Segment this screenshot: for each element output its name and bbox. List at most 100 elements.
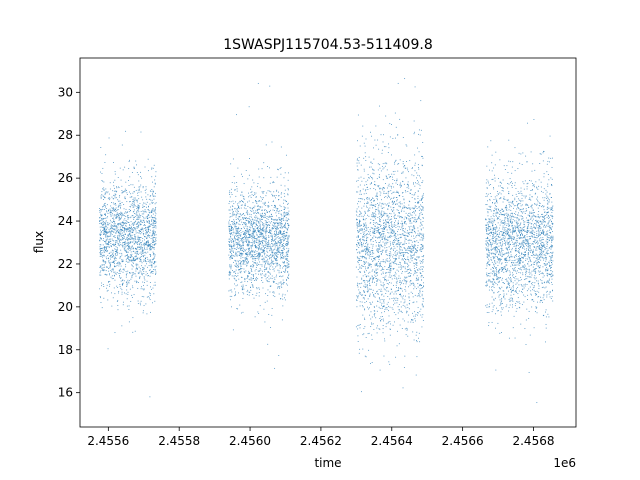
- data-point: [114, 208, 116, 210]
- data-point: [150, 245, 152, 247]
- data-point: [112, 268, 114, 270]
- data-point: [266, 246, 268, 248]
- data-point: [277, 240, 279, 242]
- data-point: [407, 247, 409, 249]
- data-point: [274, 296, 276, 298]
- data-point: [277, 256, 279, 258]
- data-point: [357, 335, 359, 337]
- data-point: [246, 252, 248, 254]
- data-point: [366, 284, 368, 285]
- data-point: [251, 237, 253, 239]
- data-point: [273, 256, 275, 258]
- data-point: [111, 208, 113, 210]
- data-point: [150, 265, 152, 266]
- data-point: [112, 297, 114, 299]
- data-point: [376, 264, 378, 266]
- data-point: [364, 261, 366, 263]
- data-point: [394, 302, 396, 304]
- data-point: [418, 217, 420, 219]
- data-point: [285, 267, 287, 269]
- data-point: [112, 278, 114, 279]
- data-point: [250, 222, 252, 224]
- data-point: [121, 254, 123, 256]
- data-point: [414, 193, 416, 195]
- data-point: [282, 219, 284, 221]
- data-point: [413, 246, 415, 248]
- data-point: [130, 193, 132, 195]
- data-point: [256, 251, 258, 253]
- data-point: [258, 241, 260, 243]
- data-point: [131, 236, 133, 238]
- data-point: [399, 226, 401, 228]
- data-point: [280, 173, 282, 175]
- data-point: [231, 247, 233, 249]
- data-point: [275, 276, 277, 278]
- data-point: [258, 236, 260, 238]
- data-point: [266, 241, 268, 243]
- data-point: [110, 205, 112, 207]
- data-point: [137, 239, 139, 241]
- data-point: [107, 236, 109, 238]
- data-point: [382, 168, 384, 170]
- data-point: [275, 233, 277, 235]
- data-point: [121, 238, 123, 240]
- data-point: [255, 222, 257, 224]
- data-point: [402, 163, 404, 165]
- data-point: [380, 261, 382, 263]
- data-point: [390, 248, 392, 250]
- data-point: [154, 255, 156, 257]
- data-point: [403, 218, 405, 220]
- data-point: [230, 256, 232, 258]
- data-point: [364, 224, 366, 226]
- data-point: [282, 235, 283, 237]
- data-point: [242, 237, 243, 239]
- data-point: [401, 310, 402, 312]
- data-point: [135, 264, 137, 266]
- data-point: [396, 263, 398, 265]
- data-point: [271, 216, 273, 218]
- data-point: [115, 255, 117, 256]
- data-point: [400, 293, 401, 295]
- data-point: [249, 195, 251, 197]
- data-point: [362, 280, 364, 282]
- data-point: [103, 204, 105, 206]
- data-point: [257, 254, 259, 256]
- data-point: [412, 257, 414, 258]
- data-point: [408, 260, 410, 262]
- data-point: [366, 247, 368, 249]
- data-point: [120, 230, 122, 232]
- data-point: [122, 246, 124, 248]
- data-point: [387, 301, 389, 303]
- data-point: [374, 296, 376, 298]
- data-point: [122, 279, 124, 281]
- data-point: [145, 203, 147, 205]
- data-point: [407, 263, 408, 265]
- data-point: [126, 192, 128, 194]
- data-point: [155, 240, 157, 242]
- data-point: [232, 223, 234, 225]
- data-point: [103, 261, 105, 263]
- data-point: [139, 237, 140, 239]
- data-point: [285, 237, 287, 239]
- data-point: [129, 176, 131, 178]
- data-point: [376, 227, 378, 229]
- data-point: [257, 257, 259, 259]
- data-point: [105, 243, 107, 245]
- data-point: [279, 267, 281, 269]
- data-point: [229, 200, 230, 202]
- data-point: [266, 230, 268, 232]
- data-point: [120, 249, 122, 251]
- data-point: [133, 250, 135, 252]
- data-point: [127, 248, 129, 249]
- data-point: [149, 246, 151, 248]
- data-point: [385, 223, 387, 225]
- data-point: [242, 259, 244, 261]
- data-point: [278, 231, 279, 233]
- data-point: [105, 205, 107, 207]
- data-point: [136, 257, 138, 259]
- data-point: [99, 255, 101, 257]
- data-point: [128, 211, 130, 213]
- data-point: [108, 253, 110, 254]
- data-point: [384, 278, 385, 280]
- data-point: [104, 226, 106, 228]
